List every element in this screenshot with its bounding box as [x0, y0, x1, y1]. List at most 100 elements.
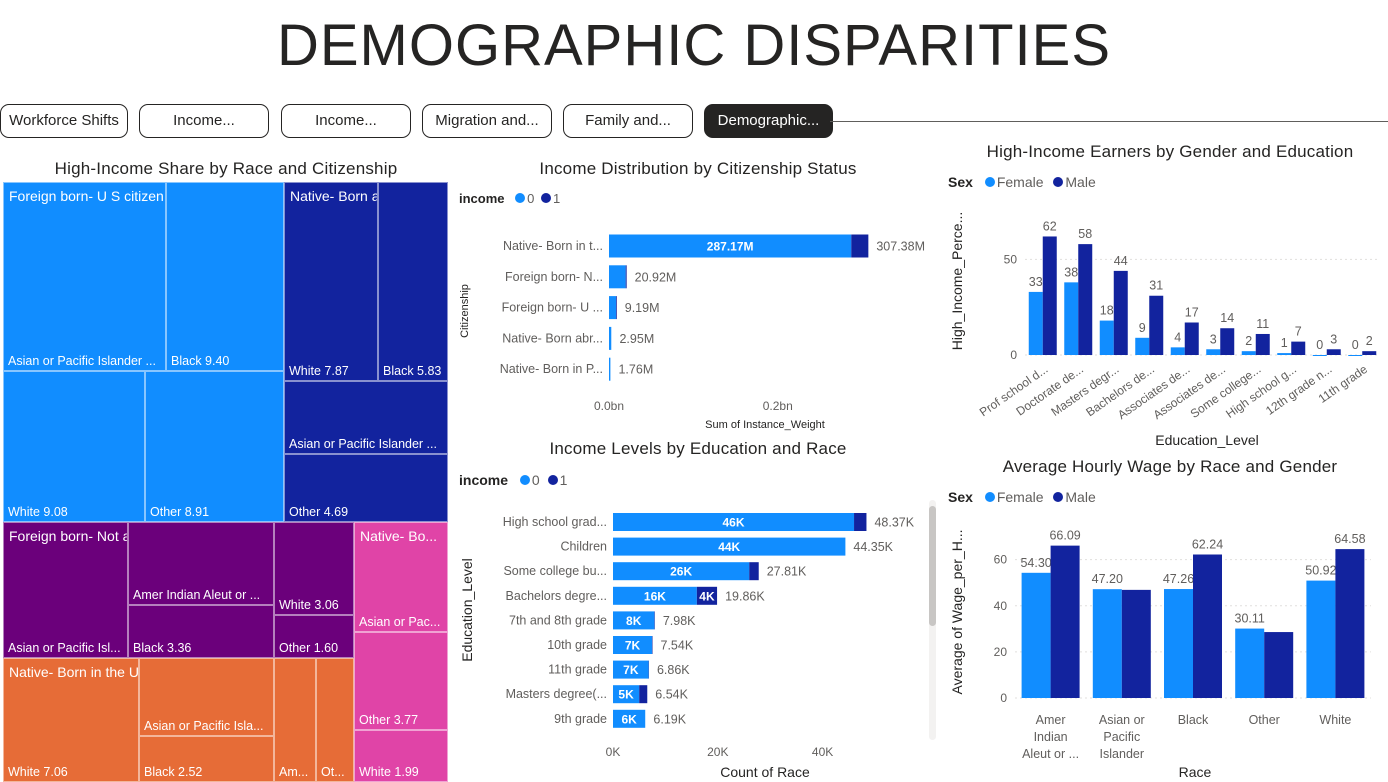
bar-segment-1[interactable] [851, 234, 869, 258]
bar-segment-0[interactable] [609, 296, 617, 320]
bar-female[interactable] [1312, 355, 1327, 356]
treemap[interactable]: Foreign born- U S citizen by naturalizat… [3, 182, 448, 782]
bar-segment-1[interactable] [639, 685, 648, 704]
bar-data-label: 26K [670, 565, 692, 579]
bar-female[interactable] [1235, 628, 1265, 698]
tab-demographic[interactable]: Demographic... [704, 104, 833, 138]
page-title: DEMOGRAPHIC DISPARITIES [276, 13, 1112, 78]
bar-male[interactable] [1078, 244, 1093, 355]
treemap-tile[interactable]: Black 2.52 [139, 736, 274, 782]
chart1-svg[interactable]: Native- Born in t... 287.17M 307.38M Foreig… [455, 215, 935, 435]
treemap-tile[interactable]: Black 3.36 [128, 605, 274, 658]
bar-segment-1[interactable] [854, 513, 867, 531]
bar-male[interactable] [1335, 549, 1365, 698]
bar-male[interactable] [1121, 589, 1151, 698]
bar-segment-1[interactable] [616, 296, 617, 320]
bar-segment-0[interactable] [613, 685, 640, 704]
bar-female[interactable] [1348, 355, 1363, 356]
chart2-svg[interactable]: High school grad... 46K 48.37K Children 44K 4… [455, 500, 925, 782]
bar-male[interactable] [1326, 349, 1341, 355]
bar-male[interactable] [1193, 554, 1222, 698]
bar-segment-1[interactable] [749, 562, 759, 581]
chart4-legend-female: Female [996, 489, 1044, 505]
bar-male[interactable] [1264, 632, 1294, 698]
bar-female[interactable] [1241, 351, 1256, 355]
bar-segment-0[interactable] [613, 611, 655, 630]
bar-segment-0[interactable] [613, 537, 846, 556]
bar-female[interactable] [1092, 589, 1122, 698]
treemap-tile[interactable]: White 9.08 [3, 371, 145, 522]
treemap-tile[interactable]: Other 8.91 [145, 371, 284, 522]
bar-segment-1[interactable] [696, 586, 718, 605]
tab-workforce-shifts[interactable]: Workforce Shifts [0, 104, 128, 138]
treemap-tile[interactable]: Other 4.69 [284, 454, 448, 522]
treemap-tile[interactable]: Native- Born abroad ... White 7.87 [284, 182, 378, 381]
treemap-tile[interactable]: Native- Bo... Asian or Pac... [354, 522, 448, 632]
treemap-tile[interactable]: Am... [274, 658, 316, 782]
bar-female[interactable] [1170, 347, 1185, 355]
bar-male[interactable] [1042, 236, 1057, 355]
bar-male[interactable] [1220, 328, 1235, 355]
tab-income-2[interactable]: Income... [281, 104, 411, 138]
chart2-scrollbar[interactable] [929, 506, 936, 626]
treemap-tile[interactable]: Foreign born- Not a citizen of U S Asian… [3, 522, 128, 658]
chart4-svg[interactable]: 0 20 40 60 54.30 66.09 Amer Indian Aleut or ... 4… [945, 512, 1388, 782]
bar-segment-0[interactable] [613, 513, 855, 531]
treemap-tile[interactable]: Amer Indian Aleut or ... [128, 522, 274, 605]
bar-male[interactable] [1255, 333, 1270, 355]
tab-migration[interactable]: Migration and... [422, 104, 552, 138]
treemap-tile[interactable]: Other 3.77 [354, 632, 448, 730]
bar-segment-0[interactable] [613, 660, 649, 679]
bar-data-label: 47.26 [1163, 572, 1194, 586]
treemap-tile[interactable]: Black 5.83 [378, 182, 448, 381]
bar-female[interactable] [1021, 572, 1051, 698]
bar-segment-0[interactable] [613, 636, 653, 654]
bar-segment-0[interactable] [613, 709, 646, 728]
bar-female[interactable] [1064, 282, 1079, 355]
bar-male[interactable] [1113, 270, 1128, 355]
x-axis-title: Race [1179, 764, 1212, 780]
bar-segment-0[interactable] [609, 234, 852, 258]
chart3-legend-male: Male [1065, 174, 1096, 190]
bar-data-label: 11 [1256, 317, 1269, 331]
treemap-tile[interactable]: Black 9.40 [166, 182, 284, 371]
treemap-tile[interactable]: Ot... [316, 658, 354, 782]
treemap-tile[interactable]: Foreign born- U S citizen by naturalizat… [3, 182, 166, 371]
bar-female[interactable] [1135, 337, 1150, 355]
x-tick-label: Amer [1036, 713, 1066, 727]
bar-female[interactable] [1164, 589, 1193, 698]
bar-female[interactable] [1306, 580, 1336, 698]
bar-female[interactable] [1277, 353, 1292, 355]
y-tick-label: Foreign born- U ... [502, 301, 603, 315]
bar-segment-0[interactable] [609, 326, 612, 350]
bar-male[interactable] [1149, 295, 1164, 355]
bar-segment-0[interactable] [613, 562, 750, 581]
bar-male[interactable] [1362, 351, 1377, 355]
treemap-tile[interactable]: White 3.06 [274, 522, 354, 615]
bar-data-label: 16K [644, 589, 666, 603]
bar-segment-0[interactable] [609, 265, 626, 289]
treemap-tile[interactable]: Asian or Pacific Isla... [139, 658, 274, 736]
bar-female[interactable] [1206, 349, 1221, 355]
bar-segment-0[interactable] [609, 357, 611, 381]
bar-data-label: 8K [626, 614, 642, 628]
bar-data-label: 6K [621, 712, 637, 726]
bar-data-label: 4 [1174, 330, 1181, 344]
treemap-tile[interactable]: Native- Born in the United States White … [3, 658, 139, 782]
tab-income-1[interactable]: Income... [139, 104, 269, 138]
treemap-tile[interactable]: Other 1.60 [274, 615, 354, 658]
bar-male[interactable] [1184, 322, 1199, 356]
bar-segment-1[interactable] [625, 265, 627, 289]
bar-segment-0[interactable] [613, 586, 697, 605]
treemap-tile[interactable]: Asian or Pacific Islander ... [284, 381, 448, 454]
bar-male[interactable] [1291, 341, 1306, 355]
treemap-tile[interactable]: White 1.99 [354, 730, 448, 782]
bar-data-label: 31 [1149, 279, 1163, 293]
bar-female[interactable] [1099, 320, 1114, 355]
bar-male[interactable] [1050, 545, 1080, 698]
bar-female[interactable] [1028, 291, 1043, 355]
tab-family[interactable]: Family and... [563, 104, 693, 138]
chart3-legend-title: Sex [948, 174, 973, 190]
legend-dot-icon [515, 193, 526, 203]
